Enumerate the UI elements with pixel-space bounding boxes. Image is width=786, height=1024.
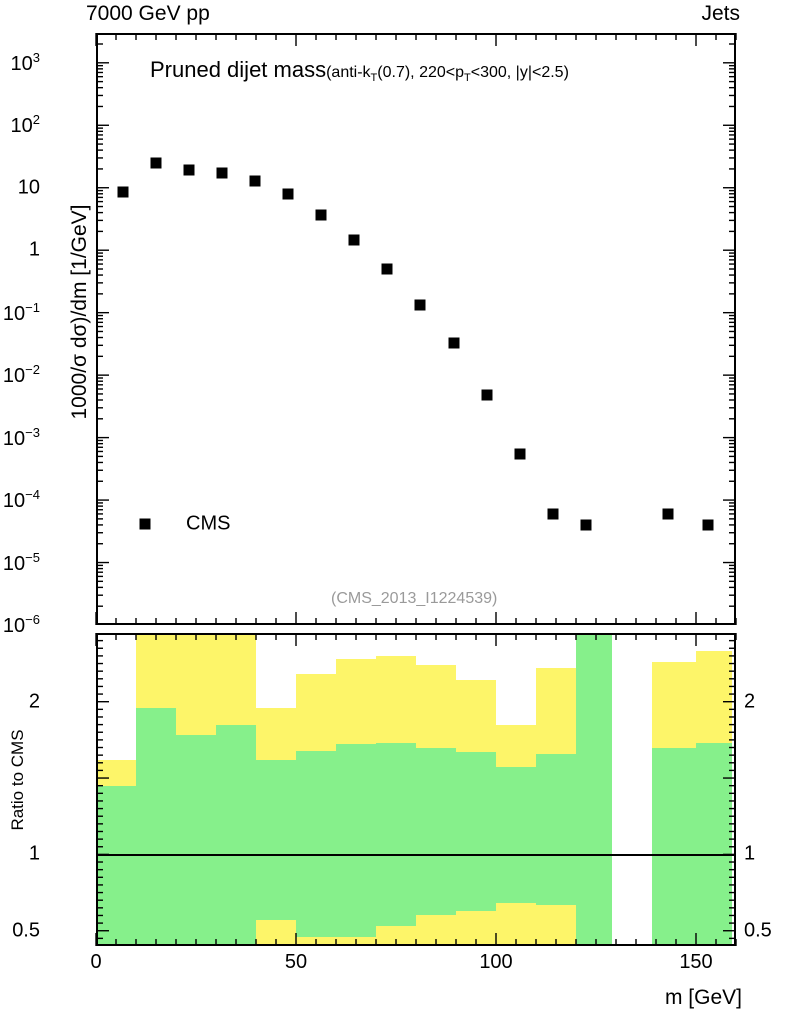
x-tick: 0 bbox=[90, 951, 102, 973]
data-point-marker bbox=[702, 519, 714, 531]
legend-marker-cms bbox=[139, 518, 151, 530]
data-point-marker bbox=[662, 508, 674, 520]
ratio-y-tick: 0.5 bbox=[12, 919, 40, 942]
main-y-tick: 10 bbox=[17, 176, 40, 199]
x-tick: 100 bbox=[479, 951, 513, 973]
data-point-marker bbox=[414, 299, 426, 311]
legend-label-cms: CMS bbox=[186, 512, 231, 535]
ratio-plot-frame bbox=[96, 633, 736, 946]
uncertainty-band-inner bbox=[652, 747, 696, 944]
plot-subtitle: (anti-kT(0.7), 220<pT<300, |y|<2.5) bbox=[326, 64, 569, 85]
data-point-marker bbox=[150, 157, 162, 169]
header-beam-label: 7000 GeV pp bbox=[86, 2, 210, 25]
main-y-tick: 103 bbox=[10, 49, 40, 75]
uncertainty-band-inner bbox=[296, 750, 336, 937]
x-axis-label: m [GeV] bbox=[664, 986, 742, 1009]
data-point-marker bbox=[315, 209, 327, 221]
x-tick: 50 bbox=[284, 951, 308, 973]
main-y-tick: 10−5 bbox=[2, 549, 40, 575]
uncertainty-band-inner bbox=[176, 735, 216, 944]
uncertainty-band-inner bbox=[456, 752, 496, 911]
ratio-y-tick: 2 bbox=[28, 690, 40, 713]
uncertainty-band-inner bbox=[136, 707, 176, 944]
uncertainty-band-inner bbox=[416, 747, 456, 916]
main-y-tick: 10−6 bbox=[2, 612, 40, 637]
uncertainty-band-inner bbox=[696, 742, 732, 944]
ratio-y-tick: 2 bbox=[744, 690, 756, 713]
analysis-id-watermark: (CMS_2013_I1224539) bbox=[331, 590, 498, 607]
uncertainty-band-inner bbox=[576, 635, 612, 944]
plot-title-main: Pruned dijet mass bbox=[150, 57, 327, 82]
data-point-marker bbox=[348, 234, 360, 246]
data-point-marker bbox=[547, 508, 559, 520]
main-y-tick: 10−2 bbox=[2, 362, 40, 387]
main-y-tick: 1 bbox=[28, 238, 40, 261]
data-point-marker bbox=[580, 519, 592, 531]
ratio-y-tick: 1 bbox=[744, 842, 756, 865]
uncertainty-band-inner bbox=[336, 744, 376, 937]
uncertainty-band-inner bbox=[376, 742, 416, 927]
ratio-y-tick: 1 bbox=[28, 842, 40, 865]
data-point-marker bbox=[249, 175, 261, 187]
uncertainty-band-inner bbox=[98, 785, 136, 944]
uncertainty-band-inner bbox=[216, 724, 256, 944]
reference-line-unity bbox=[98, 854, 734, 857]
header-group-label: Jets bbox=[701, 2, 740, 25]
page-title: Pruned dijet mass(anti-kT(0.7), 220<pT<3… bbox=[150, 57, 569, 84]
data-point-marker bbox=[183, 164, 195, 176]
data-point-marker bbox=[514, 448, 526, 460]
data-point-marker bbox=[282, 188, 294, 200]
main-y-tick: 102 bbox=[10, 112, 40, 138]
ratio-y-tick: 0.5 bbox=[744, 919, 772, 942]
main-y-tick: 10−4 bbox=[2, 487, 40, 512]
data-point-marker bbox=[381, 263, 393, 275]
data-point-marker bbox=[448, 337, 460, 349]
uncertainty-band-inner bbox=[496, 767, 536, 904]
main-y-tick: 10−3 bbox=[2, 424, 40, 450]
uncertainty-band-inner bbox=[256, 759, 296, 921]
x-tick: 150 bbox=[679, 951, 713, 973]
data-point-marker bbox=[481, 389, 493, 401]
main-plot-frame bbox=[96, 33, 736, 625]
data-point-marker bbox=[117, 186, 129, 198]
main-y-tick: 10−1 bbox=[2, 299, 40, 325]
uncertainty-band-inner bbox=[536, 753, 576, 905]
data-point-marker bbox=[216, 167, 228, 179]
